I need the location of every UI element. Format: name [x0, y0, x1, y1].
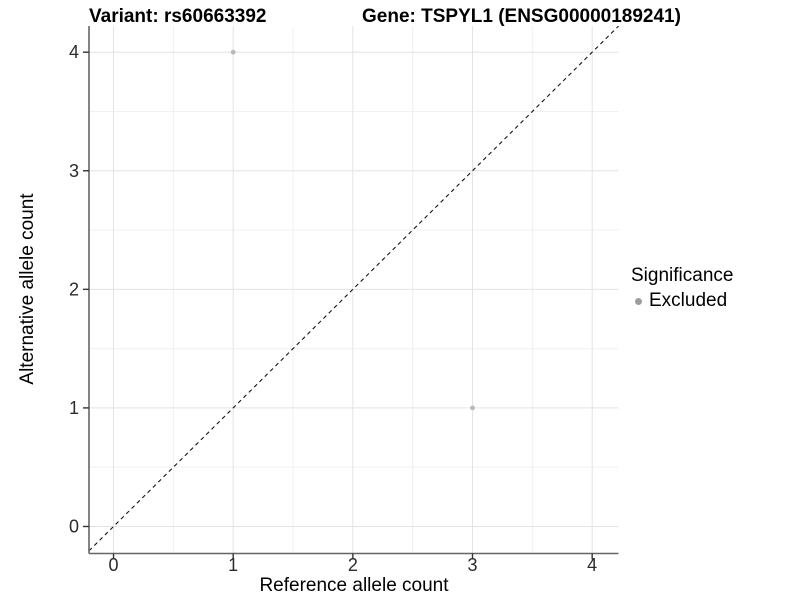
- x-tick-label: 1: [228, 555, 238, 575]
- x-tick-label: 0: [109, 555, 119, 575]
- y-tick-label: 4: [69, 42, 79, 62]
- y-tick-label: 2: [69, 279, 79, 299]
- excluded-dot-icon: [635, 297, 642, 305]
- y-tick-label: 1: [69, 398, 79, 418]
- y-tick-label: 3: [69, 161, 79, 181]
- legend-item-label: Excluded: [649, 290, 728, 311]
- legend: Significance Excluded: [631, 265, 733, 312]
- data-point: [230, 49, 236, 55]
- y-tick-label: 0: [69, 516, 79, 536]
- gene-title: Gene: TSPYL1 (ENSG00000189241): [362, 6, 681, 27]
- x-tick-label: 4: [587, 555, 597, 575]
- data-point: [470, 405, 475, 411]
- identity-dashed-line: [88, 25, 619, 552]
- legend-title: Significance: [631, 265, 734, 286]
- legend-item-excluded: Excluded: [631, 290, 733, 312]
- y-axis-title: Alternative allele count: [17, 193, 38, 385]
- x-axis-title: Reference allele count: [259, 575, 449, 596]
- x-tick-label: 2: [348, 555, 358, 575]
- variant-title: Variant: rs60663392: [89, 6, 267, 27]
- x-tick-label: 3: [468, 555, 478, 575]
